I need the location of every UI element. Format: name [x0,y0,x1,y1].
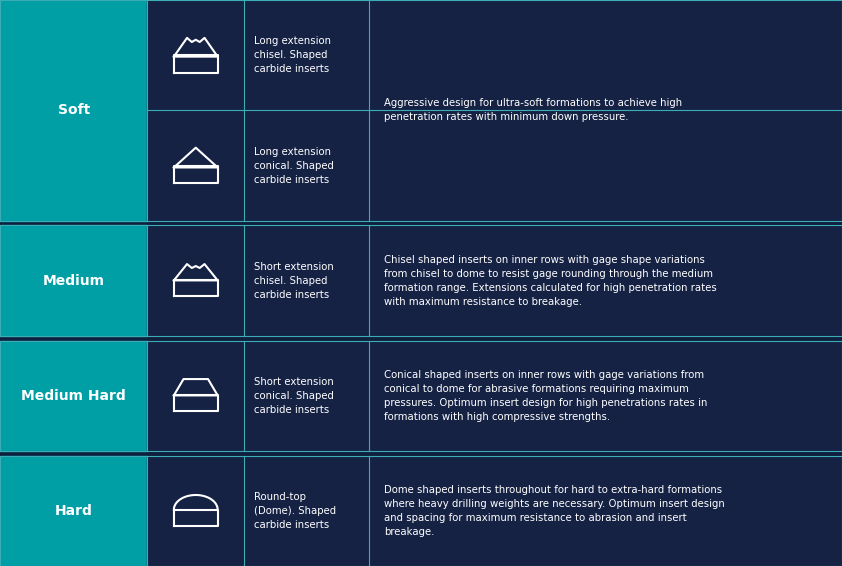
FancyBboxPatch shape [147,110,244,221]
Text: Round-top
(Dome). Shaped
carbide inserts: Round-top (Dome). Shaped carbide inserts [254,492,337,530]
FancyBboxPatch shape [0,456,147,566]
FancyBboxPatch shape [244,456,369,566]
FancyBboxPatch shape [147,0,244,110]
FancyBboxPatch shape [369,456,842,566]
Text: Chisel shaped inserts on inner rows with gage shape variations
from chisel to do: Chisel shaped inserts on inner rows with… [384,255,717,307]
Text: Soft: Soft [57,104,90,118]
FancyBboxPatch shape [147,456,244,566]
FancyBboxPatch shape [147,341,244,451]
FancyBboxPatch shape [0,341,147,451]
Text: Aggressive design for ultra-soft formations to achieve high
penetration rates wi: Aggressive design for ultra-soft formati… [384,98,682,122]
FancyBboxPatch shape [0,0,147,221]
FancyBboxPatch shape [369,225,842,336]
Text: Short extension
conical. Shaped
carbide inserts: Short extension conical. Shaped carbide … [254,377,334,415]
FancyBboxPatch shape [244,341,369,451]
Text: Hard: Hard [55,504,93,518]
FancyBboxPatch shape [369,0,842,221]
FancyBboxPatch shape [244,110,369,221]
Text: Medium Hard: Medium Hard [21,389,126,403]
Text: Dome shaped inserts throughout for hard to extra-hard formations
where heavy dri: Dome shaped inserts throughout for hard … [384,484,725,537]
Text: Long extension
conical. Shaped
carbide inserts: Long extension conical. Shaped carbide i… [254,147,334,185]
FancyBboxPatch shape [147,225,244,336]
FancyBboxPatch shape [369,341,842,451]
Text: Long extension
chisel. Shaped
carbide inserts: Long extension chisel. Shaped carbide in… [254,36,331,74]
Text: Medium: Medium [43,274,104,288]
FancyBboxPatch shape [0,225,147,336]
Text: Conical shaped inserts on inner rows with gage variations from
conical to dome f: Conical shaped inserts on inner rows wit… [384,370,707,422]
Text: Short extension
chisel. Shaped
carbide inserts: Short extension chisel. Shaped carbide i… [254,261,334,300]
FancyBboxPatch shape [244,0,369,110]
FancyBboxPatch shape [244,225,369,336]
